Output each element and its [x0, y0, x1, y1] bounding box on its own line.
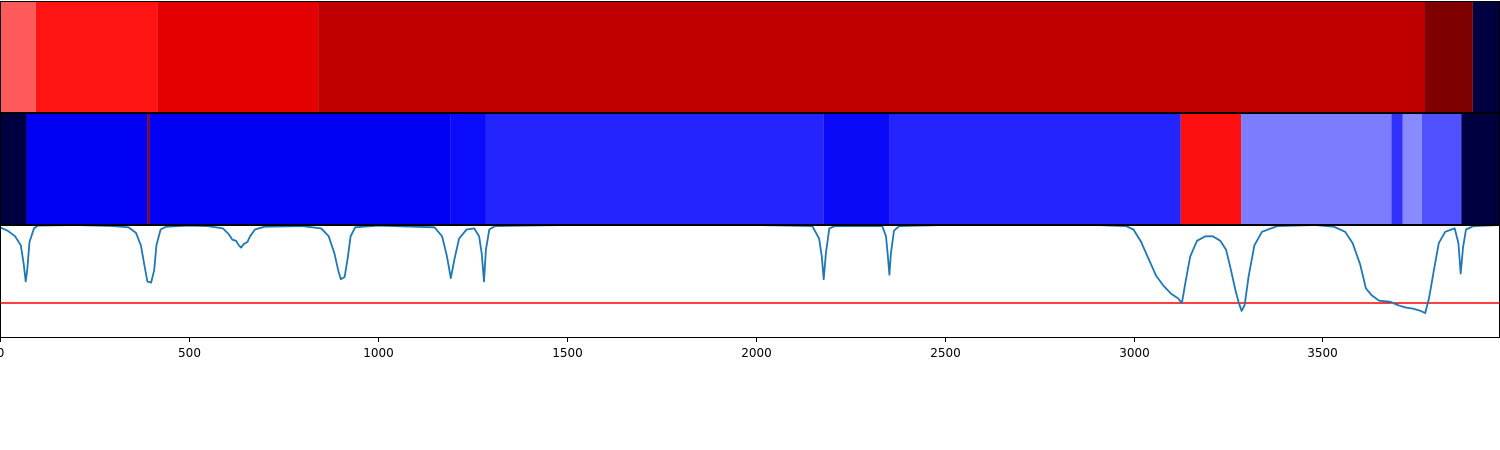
top-track-segment	[1424, 1, 1473, 113]
x-tick-label: 3500	[1307, 346, 1338, 360]
middle-track-segment	[1391, 113, 1403, 225]
middle-track-segment	[485, 113, 824, 225]
middle-track-segment	[26, 113, 148, 225]
top-track-segment	[0, 1, 36, 113]
x-tick-label: 2500	[930, 346, 961, 360]
middle-track-segment	[1402, 113, 1422, 225]
middle-track-segment	[450, 113, 486, 225]
signal-line-panel	[0, 224, 1500, 315]
top-color-track	[0, 1, 1500, 113]
middle-track-segment	[1461, 113, 1500, 225]
middle-track-segment	[149, 113, 451, 225]
top-track-segment	[35, 1, 158, 113]
top-track-segment	[318, 1, 1425, 113]
x-axis: 0 500 1000 1500 2000 2500 3000 3500	[0, 338, 1338, 360]
middle-track-segment	[823, 113, 890, 225]
x-tick-label: 500	[178, 346, 201, 360]
middle-track-segment	[1421, 113, 1462, 225]
top-track-segment	[157, 1, 319, 113]
middle-track-segment	[1241, 113, 1392, 225]
x-tick-label: 3000	[1119, 346, 1150, 360]
top-track-segment	[1472, 1, 1500, 113]
x-tick-label: 1000	[363, 346, 394, 360]
middle-track-segment	[0, 113, 27, 225]
middle-track-segment	[1180, 113, 1242, 225]
signal-line	[0, 224, 1500, 315]
middle-track-segment	[889, 113, 1181, 225]
middle-color-track	[0, 113, 1500, 225]
x-tick-label: 2000	[741, 346, 772, 360]
x-tick-label: 1500	[552, 346, 583, 360]
middle-track-segment	[147, 113, 150, 225]
x-tick-label: 0	[0, 346, 4, 360]
panel-frame	[0, 225, 1500, 338]
